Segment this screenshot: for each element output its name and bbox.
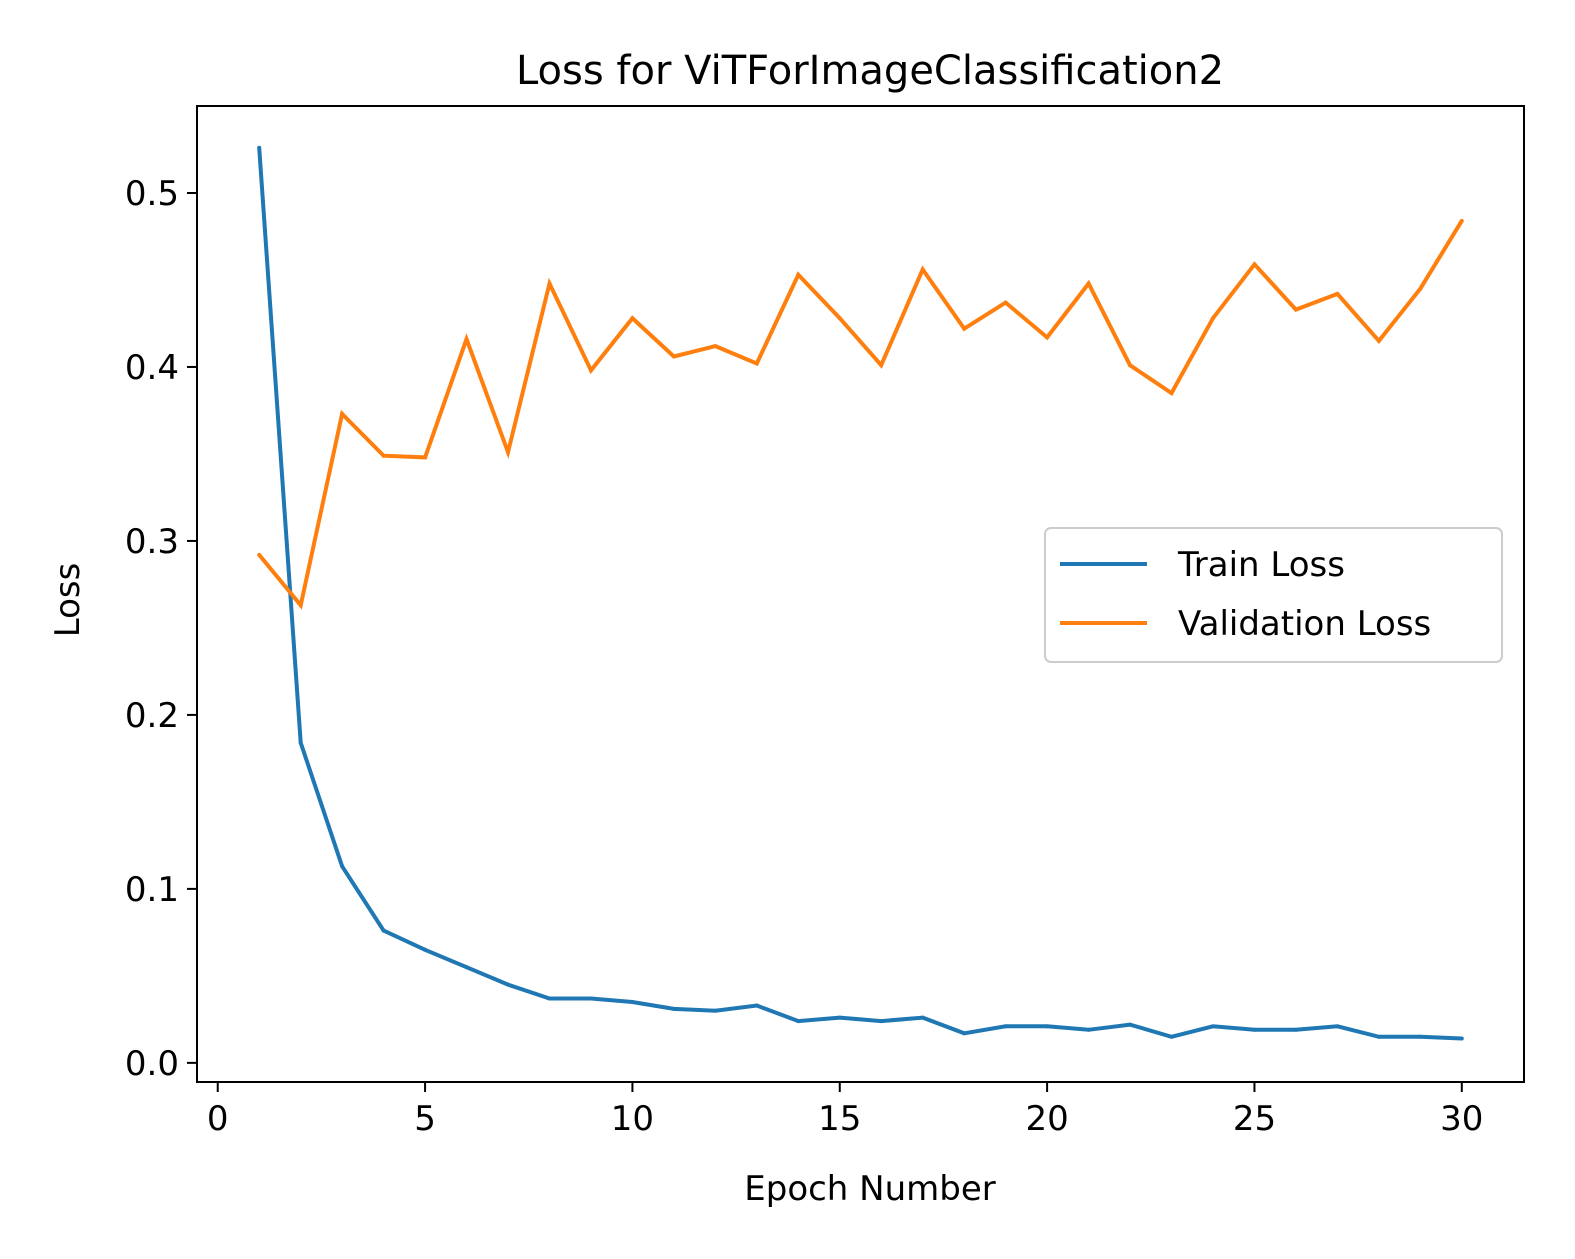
validation-loss-point [879,363,884,368]
validation-loss-point [1003,300,1008,305]
validation-loss-point [754,361,759,366]
train-loss-point [754,1003,759,1008]
validation-loss-point [1045,335,1050,340]
train-loss-point [464,965,469,970]
train-loss-point [962,1031,967,1036]
y-tick-label: 0.2 [125,696,179,736]
train-loss-point [381,928,386,933]
train-loss-point [1335,1024,1340,1029]
validation-loss-point [713,344,718,349]
series-lines [257,145,1464,1041]
train-loss-point [506,982,511,987]
x-axis-label: Epoch Number [744,1169,996,1209]
train-loss-point [920,1015,925,1020]
validation-loss-point [1459,218,1464,223]
train-loss-line [257,147,1462,1041]
legend-label-train-loss: Train Loss [1177,545,1345,585]
train-loss-point [1210,1024,1215,1029]
train-loss-point [340,864,345,869]
y-tick-label: 0.1 [125,870,179,910]
x-tick-label: 25 [1233,1099,1276,1139]
train-loss-point [588,996,593,1001]
validation-loss-point [257,552,262,557]
x-tick-label: 20 [1025,1099,1068,1139]
y-tick-label: 0.0 [125,1044,179,1084]
y-axis-ticks: 0.0 0.1 0.2 0.3 0.4 0.5 [125,174,197,1084]
train-loss-point [1376,1034,1381,1039]
validation-loss-point [1210,316,1215,321]
validation-loss-point [464,337,469,342]
validation-loss-point [1169,391,1174,396]
x-tick-label: 10 [611,1099,654,1139]
chart-title: Loss for ViTForImageClassification2 [516,48,1224,94]
train-loss-point [1418,1034,1423,1039]
y-tick-label: 0.4 [125,348,179,388]
train-loss-point [671,1006,676,1011]
x-axis-ticks: 0 5 10 15 20 25 30 [207,1082,1483,1139]
validation-loss-point [506,450,511,455]
validation-loss-point [1086,281,1091,286]
validation-loss-point [340,411,345,416]
legend: Train Loss Validation Loss [1044,527,1503,663]
validation-loss-point [1418,286,1423,291]
train-loss-point [837,1015,842,1020]
train-loss-point [1293,1027,1298,1032]
train-loss-point [1459,1036,1464,1041]
y-axis-label: Loss [48,563,88,638]
legend-box [1044,527,1503,663]
validation-loss-point [298,603,303,608]
train-loss-point [713,1008,718,1013]
x-tick-label: 0 [207,1099,229,1139]
train-loss-point [1169,1034,1174,1039]
validation-loss-line [257,219,1464,610]
train-loss-point [423,947,428,952]
x-tick-label: 30 [1440,1099,1483,1139]
validation-loss-point [671,354,676,359]
validation-loss-point [588,368,593,373]
validation-loss-point [920,267,925,272]
validation-loss-point [630,316,635,321]
validation-loss-point [796,272,801,277]
train-loss-point [298,740,303,745]
legend-label-validation-loss: Validation Loss [1178,604,1431,644]
y-tick-label: 0.5 [125,174,179,214]
train-loss-point [547,996,552,1001]
train-loss-point [796,1019,801,1024]
validation-loss-point [1335,291,1340,296]
validation-loss-point [1293,307,1298,312]
validation-loss-point [962,326,967,331]
train-loss-point [1003,1024,1008,1029]
validation-loss-point [547,281,552,286]
train-loss-point [1252,1027,1257,1032]
validation-loss-point [423,455,428,460]
x-tick-label: 15 [818,1099,861,1139]
train-loss-point [1086,1027,1091,1032]
train-loss-point [879,1019,884,1024]
train-loss-point [257,145,262,150]
train-loss-point [1045,1024,1050,1029]
validation-loss-point [1376,338,1381,343]
validation-loss-point [381,453,386,458]
plot-frame [196,105,1525,1083]
y-tick-label: 0.3 [125,522,179,562]
validation-loss-point [837,316,842,321]
validation-loss-point [1252,262,1257,267]
train-loss-point [630,999,635,1004]
validation-loss-point [1128,363,1133,368]
train-loss-point [1128,1022,1133,1027]
x-tick-label: 5 [414,1099,436,1139]
